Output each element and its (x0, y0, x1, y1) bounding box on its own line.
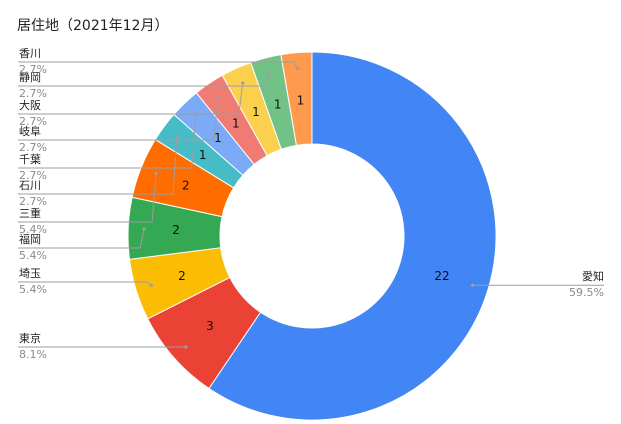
leader-line (18, 82, 244, 115)
slice-value-label: 1 (199, 148, 207, 162)
slice-labels: 愛知59.5%東京8.1%埼玉5.4%福岡5.4%三重5.4%石川2.7%千葉2… (19, 47, 604, 361)
slice-value-label: 2 (182, 178, 190, 192)
slice-label-name: 岐阜 (19, 125, 41, 138)
slice-label-percent: 2.7% (19, 141, 47, 154)
leader-lines (18, 61, 604, 349)
slice-label-percent: 5.4% (19, 223, 47, 236)
slice-label-percent: 2.7% (19, 87, 47, 100)
leader-line (18, 61, 299, 69)
slice-label-percent: 59.5% (569, 286, 604, 299)
pie-slices (127, 51, 497, 421)
slice-value-label: 22 (434, 269, 449, 283)
chart-title: 居住地（2021年12月） (17, 18, 168, 34)
slice-label-percent: 8.1% (19, 348, 47, 361)
leader-line (18, 173, 157, 223)
slice-label-name: 静岡 (19, 70, 41, 84)
leader-line (18, 281, 152, 286)
leader-line (18, 228, 145, 249)
slice-label-name: 香川 (19, 47, 41, 60)
slice-label-name: 埼玉 (19, 266, 41, 280)
slice-label-name: 愛知 (582, 269, 604, 283)
slice-label-name: 千葉 (19, 152, 41, 166)
slice-label-name: 東京 (19, 331, 41, 345)
slice-value-label: 1 (252, 105, 260, 119)
slice-value-label: 1 (232, 116, 240, 130)
leader-line (18, 73, 271, 87)
leader-line (18, 114, 197, 169)
slice-value-label: 2 (172, 223, 180, 237)
slice-label-percent: 5.4% (19, 249, 47, 262)
slice-value-label: 2 (178, 269, 186, 283)
leader-line (18, 96, 219, 141)
slice-label-percent: 2.7% (19, 195, 47, 208)
leader-line (18, 136, 178, 195)
slice-value-label: 1 (274, 97, 282, 111)
pie-slice-1 (208, 51, 497, 421)
slice-label-name: 三重 (19, 206, 41, 220)
pie-slice-11 (280, 51, 313, 146)
slice-label-percent: 5.4% (19, 283, 47, 296)
slice-value-label: 3 (206, 319, 214, 333)
slice-label-percent: 2.7% (19, 63, 47, 76)
slice-label-percent: 2.7% (19, 115, 47, 128)
slice-value-label: 1 (297, 93, 305, 107)
slice-value-label: 1 (214, 131, 222, 145)
slice-label-name: 福岡 (19, 232, 41, 246)
slice-label-name: 大阪 (19, 98, 41, 112)
slice-label-name: 石川 (19, 179, 41, 192)
slice-label-percent: 2.7% (19, 169, 47, 182)
